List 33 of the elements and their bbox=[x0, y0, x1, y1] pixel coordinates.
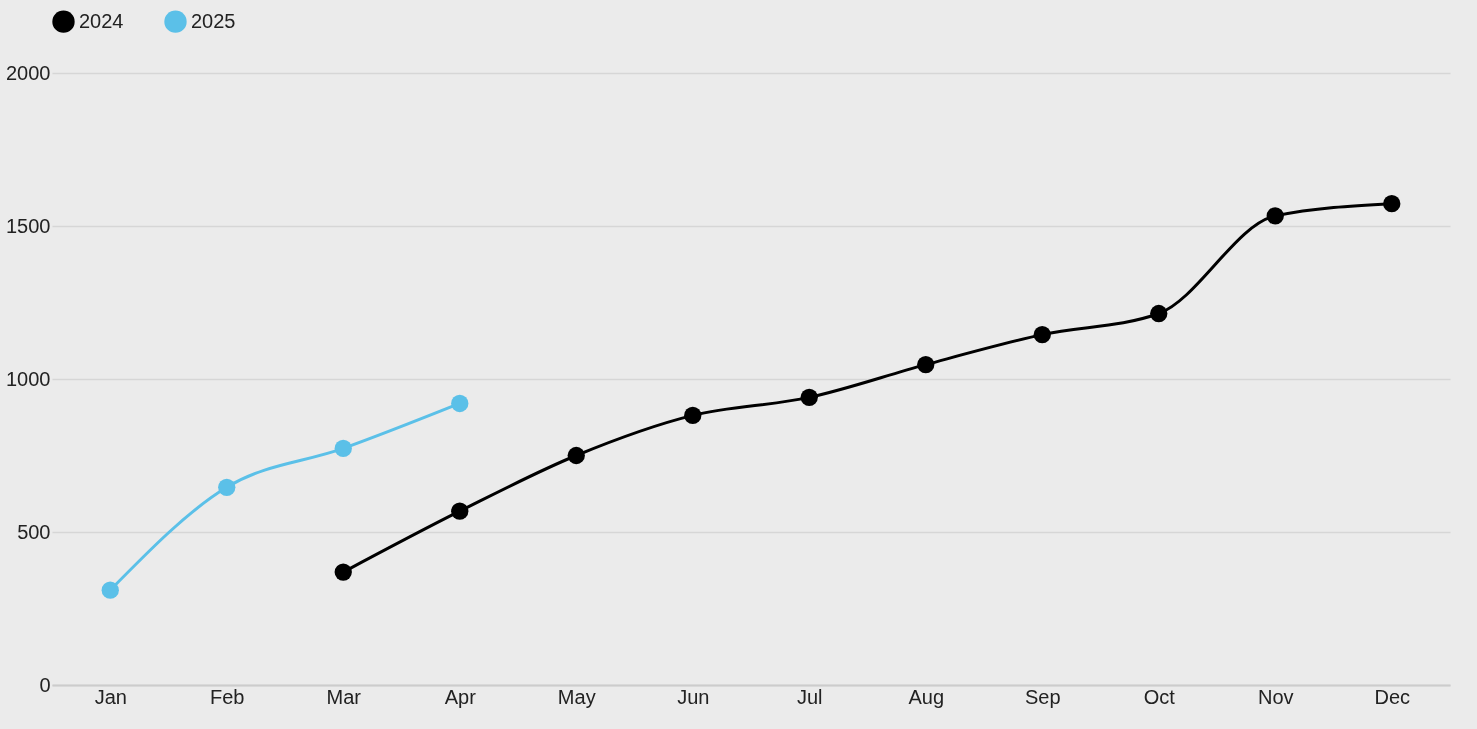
x-tick-label: Mar bbox=[326, 685, 362, 708]
point bbox=[1383, 195, 1401, 213]
legend-label: 2025 bbox=[191, 9, 236, 32]
x-tick-label: May bbox=[557, 685, 596, 708]
point bbox=[218, 478, 236, 496]
point bbox=[334, 439, 352, 458]
point bbox=[451, 502, 469, 520]
x-tick-label: Aug bbox=[908, 685, 945, 708]
legend-label: 2024 bbox=[79, 9, 124, 32]
point bbox=[1033, 325, 1051, 344]
x-tick-label: Sep bbox=[1024, 685, 1061, 708]
point bbox=[101, 581, 119, 599]
x-tick-label: Oct bbox=[1143, 685, 1176, 708]
point bbox=[917, 355, 935, 374]
point bbox=[451, 394, 469, 413]
x-tick-label: Dec bbox=[1374, 685, 1411, 708]
x-tick-label: Apr bbox=[444, 685, 477, 708]
x-tick-label: Feb bbox=[210, 685, 245, 708]
x-tick-label: Jun bbox=[677, 685, 710, 708]
point bbox=[1266, 207, 1284, 225]
y-tick-label: 1000 bbox=[6, 367, 51, 390]
y-tick-label: 1500 bbox=[6, 214, 51, 237]
y-tick-label: 500 bbox=[17, 520, 51, 543]
x-tick-label: Nov bbox=[1257, 685, 1294, 708]
y-tick-label: 0 bbox=[39, 673, 51, 696]
x-tick-label: Jan bbox=[94, 685, 127, 708]
point bbox=[1150, 304, 1168, 323]
point bbox=[684, 406, 702, 425]
point bbox=[567, 446, 585, 465]
x-tick-label: Jul bbox=[796, 685, 823, 708]
point bbox=[334, 563, 352, 581]
y-tick-label: 2000 bbox=[6, 61, 51, 84]
point bbox=[800, 388, 818, 406]
